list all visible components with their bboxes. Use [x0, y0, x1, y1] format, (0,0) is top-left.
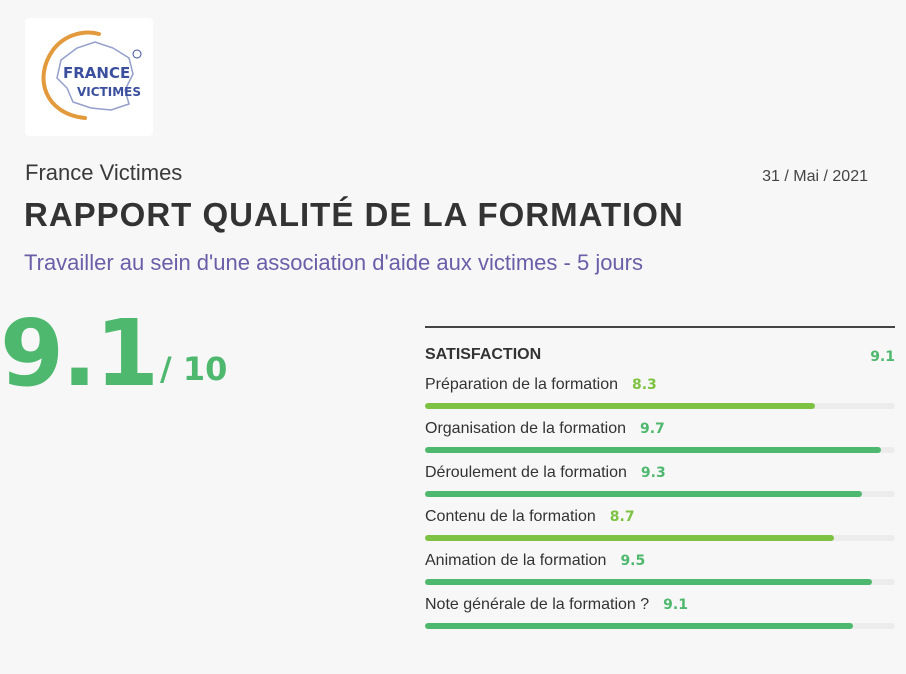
satisfaction-item-bar-track — [425, 623, 895, 629]
satisfaction-item-bar-fill — [425, 491, 863, 497]
org-name: France Victimes — [25, 160, 183, 185]
satisfaction-item-text: Déroulement de la formation — [425, 464, 627, 481]
satisfaction-item-score: 8.3 — [632, 377, 657, 393]
satisfaction-item-score: 9.1 — [663, 597, 688, 613]
satisfaction-item-text: Organisation de la formation — [425, 420, 626, 437]
satisfaction-item-label: Animation de la formation 9.5 — [425, 552, 645, 570]
france-map-logo-icon: FRANCE VICTIMES — [41, 30, 142, 120]
satisfaction-item-score: 8.7 — [609, 509, 635, 525]
satisfaction-score: 9.1 — [870, 349, 895, 365]
satisfaction-item: Note générale de la formation ? 9.1 — [425, 596, 895, 640]
report-date: 31 / Mai / 2021 — [762, 168, 868, 185]
satisfaction-item: Contenu de la formation 8.7 — [425, 508, 895, 552]
satisfaction-item-label: Contenu de la formation 8.7 — [425, 508, 635, 526]
satisfaction-item-text: Préparation de la formation — [425, 376, 618, 393]
satisfaction-item-bar-track — [425, 491, 895, 497]
satisfaction-item-bar-track — [425, 447, 895, 453]
satisfaction-item-label: Note générale de la formation ? 9.1 — [425, 596, 688, 614]
satisfaction-item-bar-fill — [425, 535, 834, 541]
logo-line1: FRANCE — [63, 64, 130, 82]
satisfaction-item-label: Déroulement de la formation 9.3 — [425, 464, 666, 482]
satisfaction-items: Préparation de la formation 8.3 Organisati… — [425, 376, 895, 640]
satisfaction-item: Animation de la formation 9.5 — [425, 552, 895, 596]
satisfaction-item-bar-fill — [425, 579, 872, 585]
overall-score-denominator: / 10 — [160, 350, 228, 388]
satisfaction-item-bar-track — [425, 403, 895, 409]
satisfaction-item: Organisation de la formation 9.7 — [425, 420, 895, 464]
france-victimes-logo: FRANCE VICTIMES — [25, 18, 153, 136]
logo-line2: VICTIMES — [77, 85, 141, 99]
satisfaction-item-label: Organisation de la formation 9.7 — [425, 420, 665, 438]
satisfaction-panel: SATISFACTION 9.1 Préparation de la forma… — [425, 326, 895, 640]
overall-score: 9.1 — [0, 300, 159, 407]
satisfaction-label: SATISFACTION — [425, 346, 542, 363]
satisfaction-item-score: 9.3 — [640, 465, 666, 481]
satisfaction-item-bar-track — [425, 535, 895, 541]
satisfaction-item-text: Contenu de la formation — [425, 508, 596, 525]
satisfaction-item: Préparation de la formation 8.3 — [425, 376, 895, 420]
satisfaction-item-text: Animation de la formation — [425, 552, 607, 569]
satisfaction-item-score: 9.5 — [620, 553, 646, 569]
satisfaction-item-bar-fill — [425, 623, 853, 629]
satisfaction-item-label: Préparation de la formation 8.3 — [425, 376, 657, 394]
satisfaction-item-bar-fill — [425, 447, 881, 453]
satisfaction-item-text: Note générale de la formation ? — [425, 596, 650, 613]
satisfaction-item: Déroulement de la formation 9.3 — [425, 464, 895, 508]
satisfaction-item-score: 9.7 — [640, 421, 665, 437]
report-title: RAPPORT QUALITÉ DE LA FORMATION — [24, 196, 684, 233]
satisfaction-header: SATISFACTION 9.1 — [425, 346, 895, 376]
satisfaction-item-bar-track — [425, 579, 895, 585]
training-subtitle: Travailler au sein d'une association d'a… — [24, 250, 643, 275]
satisfaction-item-bar-fill — [425, 403, 816, 409]
